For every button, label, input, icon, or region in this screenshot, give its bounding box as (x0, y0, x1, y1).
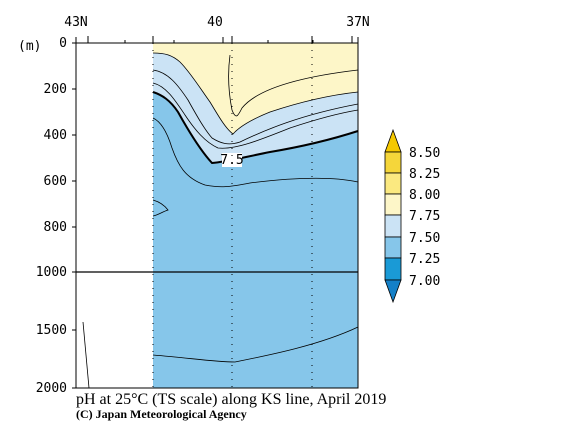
contour-label: 7.5 (220, 153, 243, 168)
contour-line (152, 326, 359, 363)
y-tick-label: 0 (59, 36, 67, 51)
contour-line (152, 82, 359, 149)
station-lines (152, 43, 313, 388)
station-marks (87, 36, 353, 43)
colorbar-label: 7.75 (409, 209, 440, 224)
colorbar-label: 8.50 (409, 146, 440, 161)
chart-title: pH at 25°C (TS scale) along KS line, Apr… (76, 391, 386, 408)
colorbar-band (384, 214, 402, 238)
chart-credit: (C) Japan Meteorological Agency (76, 407, 247, 421)
y-tick-label: 1000 (36, 265, 67, 280)
colorbar-under-triangle (384, 279, 402, 304)
colorbar-band (384, 151, 402, 174)
no-data-area (76, 43, 153, 388)
contour-line (228, 54, 359, 117)
contour-line (152, 117, 359, 188)
colorbar-label: 8.00 (409, 188, 440, 203)
y-tick-label: 600 (44, 174, 67, 189)
colorbar-label: 7.25 (409, 252, 440, 267)
colorbar-band (384, 193, 402, 216)
contour-line (152, 52, 359, 135)
colorbar-band (384, 172, 402, 195)
contour-lines (82, 52, 359, 389)
top-ticks (75, 37, 359, 43)
colorbar (384, 128, 402, 304)
plot-frame (75, 42, 359, 389)
y-tick-label: 1500 (36, 323, 67, 338)
x-tick-label: 40 (207, 15, 223, 30)
x-tick-label: 37N (346, 15, 369, 30)
x-tick-label: 43N (64, 15, 87, 30)
colorbar-label: 7.00 (409, 274, 440, 289)
contour-line-7-5 (152, 91, 359, 165)
colorbar-band (384, 257, 402, 281)
colorbar-band (384, 236, 402, 259)
y-ticks (72, 42, 76, 389)
y-tick-label: 200 (44, 82, 67, 97)
band-775-800 (153, 43, 358, 134)
y-tick-label: 400 (44, 128, 67, 143)
contour-line (152, 199, 169, 217)
colorbar-label: 8.25 (409, 167, 440, 182)
colorbar-label: 7.50 (409, 231, 440, 246)
contour-line (82, 321, 90, 389)
colorbar-over-triangle (384, 128, 402, 153)
contour-label-bg (222, 153, 242, 167)
contour-line (152, 69, 359, 145)
y-tick-label: 800 (44, 220, 67, 235)
y-tick-label: 2000 (36, 381, 67, 396)
y-unit-label: (m) (18, 39, 41, 54)
